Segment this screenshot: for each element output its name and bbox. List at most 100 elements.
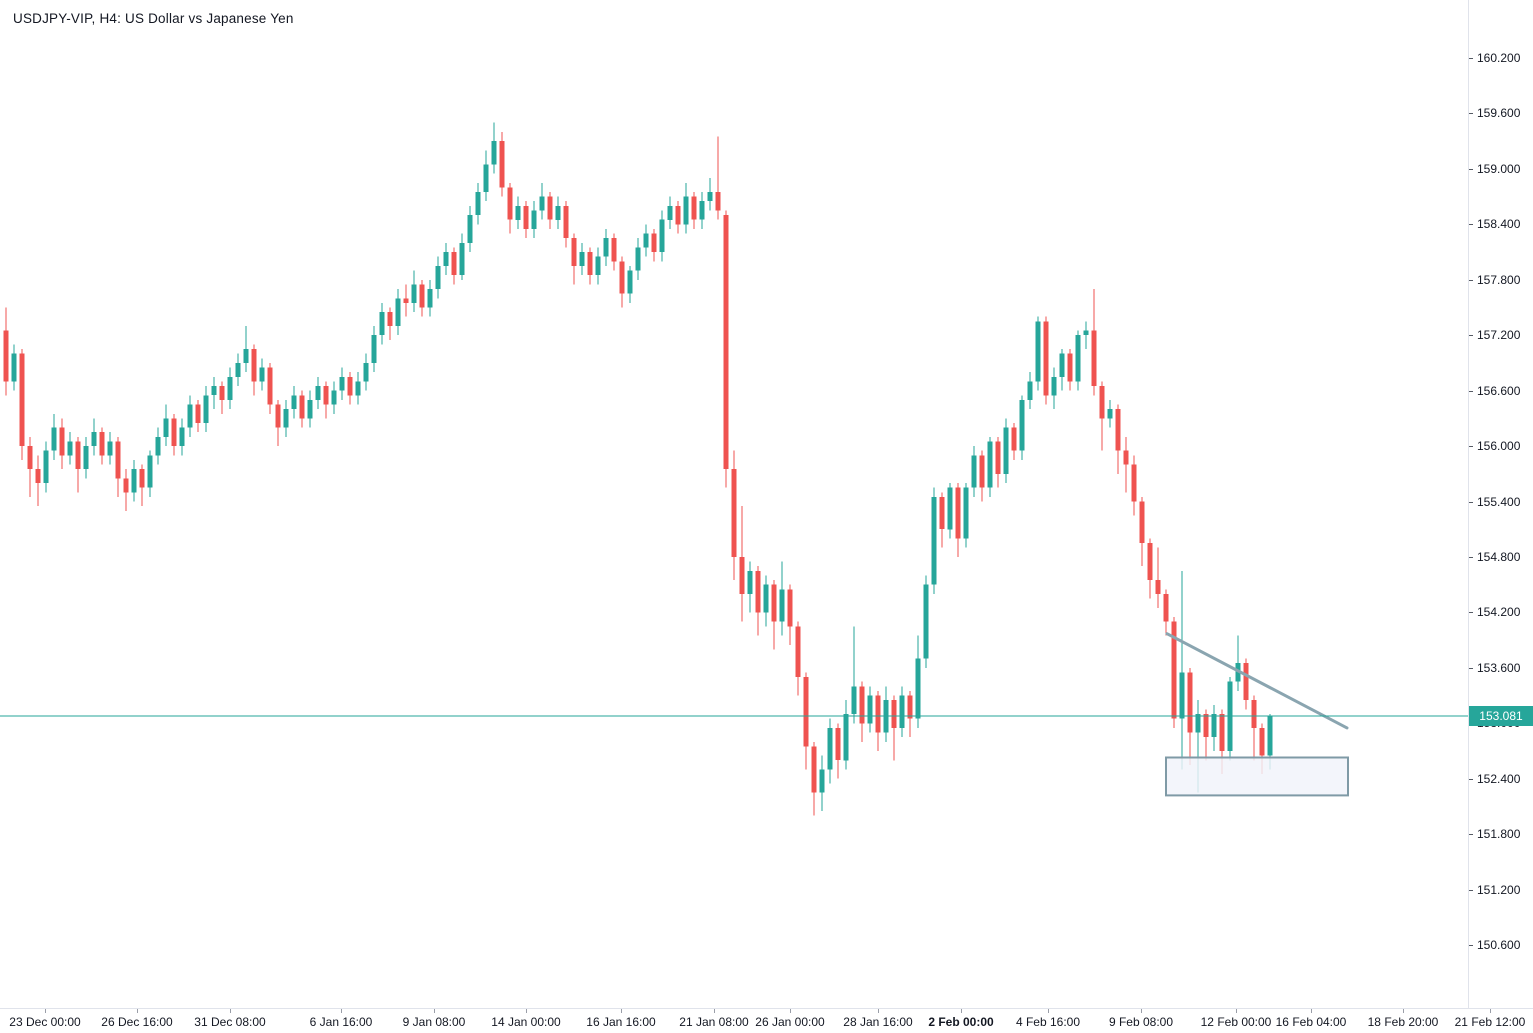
time-tick-label: 28 Jan 16:00 xyxy=(843,1015,913,1029)
time-tick-mark xyxy=(1236,1009,1237,1013)
candles-group[interactable] xyxy=(3,122,1273,816)
candle-body xyxy=(987,441,993,488)
time-tick-mark xyxy=(230,1009,231,1013)
candle-body xyxy=(259,367,265,382)
candle-body xyxy=(1171,621,1177,719)
rectangle-shape[interactable] xyxy=(1165,756,1349,797)
candle-body xyxy=(579,252,585,266)
candle-body xyxy=(555,205,561,220)
candle-body xyxy=(323,386,329,405)
candle-body xyxy=(1203,714,1209,738)
rectangle-drawing[interactable] xyxy=(1165,756,1349,797)
candle-body xyxy=(307,399,313,419)
candle-body xyxy=(643,233,649,248)
trendline-shape[interactable] xyxy=(1165,632,1349,730)
candle-body xyxy=(835,727,841,761)
time-tick-label: 4 Feb 16:00 xyxy=(1015,1015,1081,1029)
candle-body xyxy=(107,441,113,456)
candle-body xyxy=(299,395,305,419)
candle-body xyxy=(235,362,241,377)
candle-body xyxy=(203,395,209,423)
candle-body xyxy=(363,362,369,382)
candle-body xyxy=(763,584,769,613)
time-tick-mark xyxy=(45,1009,46,1013)
candle-body xyxy=(67,441,73,456)
price-tick-label: 157.200 xyxy=(1477,328,1521,342)
candle-body xyxy=(811,746,817,793)
time-axis-separator xyxy=(0,1008,1533,1009)
candle-body xyxy=(123,478,129,493)
trendline-drawing[interactable] xyxy=(1165,632,1349,730)
price-tick-label: 152.400 xyxy=(1477,772,1521,786)
candle-body xyxy=(587,252,593,276)
candle-body xyxy=(75,441,81,470)
time-tick-mark xyxy=(434,1009,435,1013)
candle-body xyxy=(1051,376,1057,396)
candle-body xyxy=(1107,409,1113,419)
time-tick-mark xyxy=(341,1009,342,1013)
candle-body xyxy=(907,695,913,719)
candle-body xyxy=(403,298,409,303)
candle-body xyxy=(755,570,761,613)
candle-body xyxy=(571,238,577,266)
price-tick-label: 157.800 xyxy=(1477,273,1521,287)
price-axis[interactable]: 153.081 160.200 159.600 159.000 158.400 157.… xyxy=(1469,0,1533,1008)
candle-body xyxy=(971,455,977,488)
price-tick-mark xyxy=(1469,945,1473,946)
price-tick-label: 151.200 xyxy=(1477,883,1521,897)
candle-body xyxy=(715,192,721,211)
price-tick-mark xyxy=(1469,280,1473,281)
candle-body xyxy=(1099,386,1105,419)
candle-body xyxy=(243,349,249,363)
candle-body xyxy=(891,700,897,728)
candle-body xyxy=(995,441,1001,474)
candle-body xyxy=(83,446,89,470)
candle-body xyxy=(1155,580,1161,594)
time-tick-label: 18 Feb 20:00 xyxy=(1367,1015,1439,1029)
candle-body xyxy=(955,487,961,539)
candle-body xyxy=(1219,714,1225,752)
price-tick-mark xyxy=(1469,557,1473,558)
time-axis[interactable]: 23 Dec 00:00 26 Dec 16:00 31 Dec 08:00 6 Ja… xyxy=(0,1009,1533,1033)
candle-body xyxy=(155,436,161,456)
candle-body xyxy=(787,589,793,627)
candle-body xyxy=(531,210,537,229)
candle-body xyxy=(371,335,377,363)
candle-body xyxy=(451,252,457,276)
time-tick-label: 26 Dec 16:00 xyxy=(101,1015,173,1029)
candle-body xyxy=(1123,450,1129,465)
candle-body xyxy=(1251,700,1257,728)
time-tick-label: 16 Feb 04:00 xyxy=(1275,1015,1347,1029)
candle-body xyxy=(499,141,505,188)
current-price-badge[interactable]: 153.081 xyxy=(1469,706,1533,726)
candle-body xyxy=(11,353,17,382)
candle-body xyxy=(507,187,513,220)
price-tick-mark xyxy=(1469,612,1473,613)
time-tick-mark xyxy=(1311,1009,1312,1013)
candle-body xyxy=(251,349,257,382)
candle-body xyxy=(1011,427,1017,451)
time-tick-mark xyxy=(878,1009,879,1013)
price-tick-mark xyxy=(1469,446,1473,447)
candle-body xyxy=(291,395,297,410)
candle-body xyxy=(435,265,441,289)
candle-body xyxy=(915,658,921,719)
candle-body xyxy=(171,418,177,447)
time-tick-label: 2 Feb 00:00 xyxy=(928,1015,994,1029)
candle-body xyxy=(387,312,393,326)
time-tick-label: 9 Feb 08:00 xyxy=(1108,1015,1174,1029)
candle-body xyxy=(731,469,737,557)
time-tick-label: 23 Dec 00:00 xyxy=(9,1015,81,1029)
candle-body xyxy=(267,367,273,405)
time-tick-label: 14 Jan 00:00 xyxy=(491,1015,561,1029)
candle-body xyxy=(219,386,225,400)
candle-body xyxy=(843,714,849,761)
candle-body xyxy=(795,626,801,678)
chart-canvas[interactable] xyxy=(0,0,1468,1008)
candle-body xyxy=(115,441,121,479)
candle-body xyxy=(1139,501,1145,544)
price-tick-mark xyxy=(1469,224,1473,225)
price-tick-label: 154.200 xyxy=(1477,605,1521,619)
candle-body xyxy=(1003,427,1009,474)
candle-body xyxy=(1019,399,1025,451)
